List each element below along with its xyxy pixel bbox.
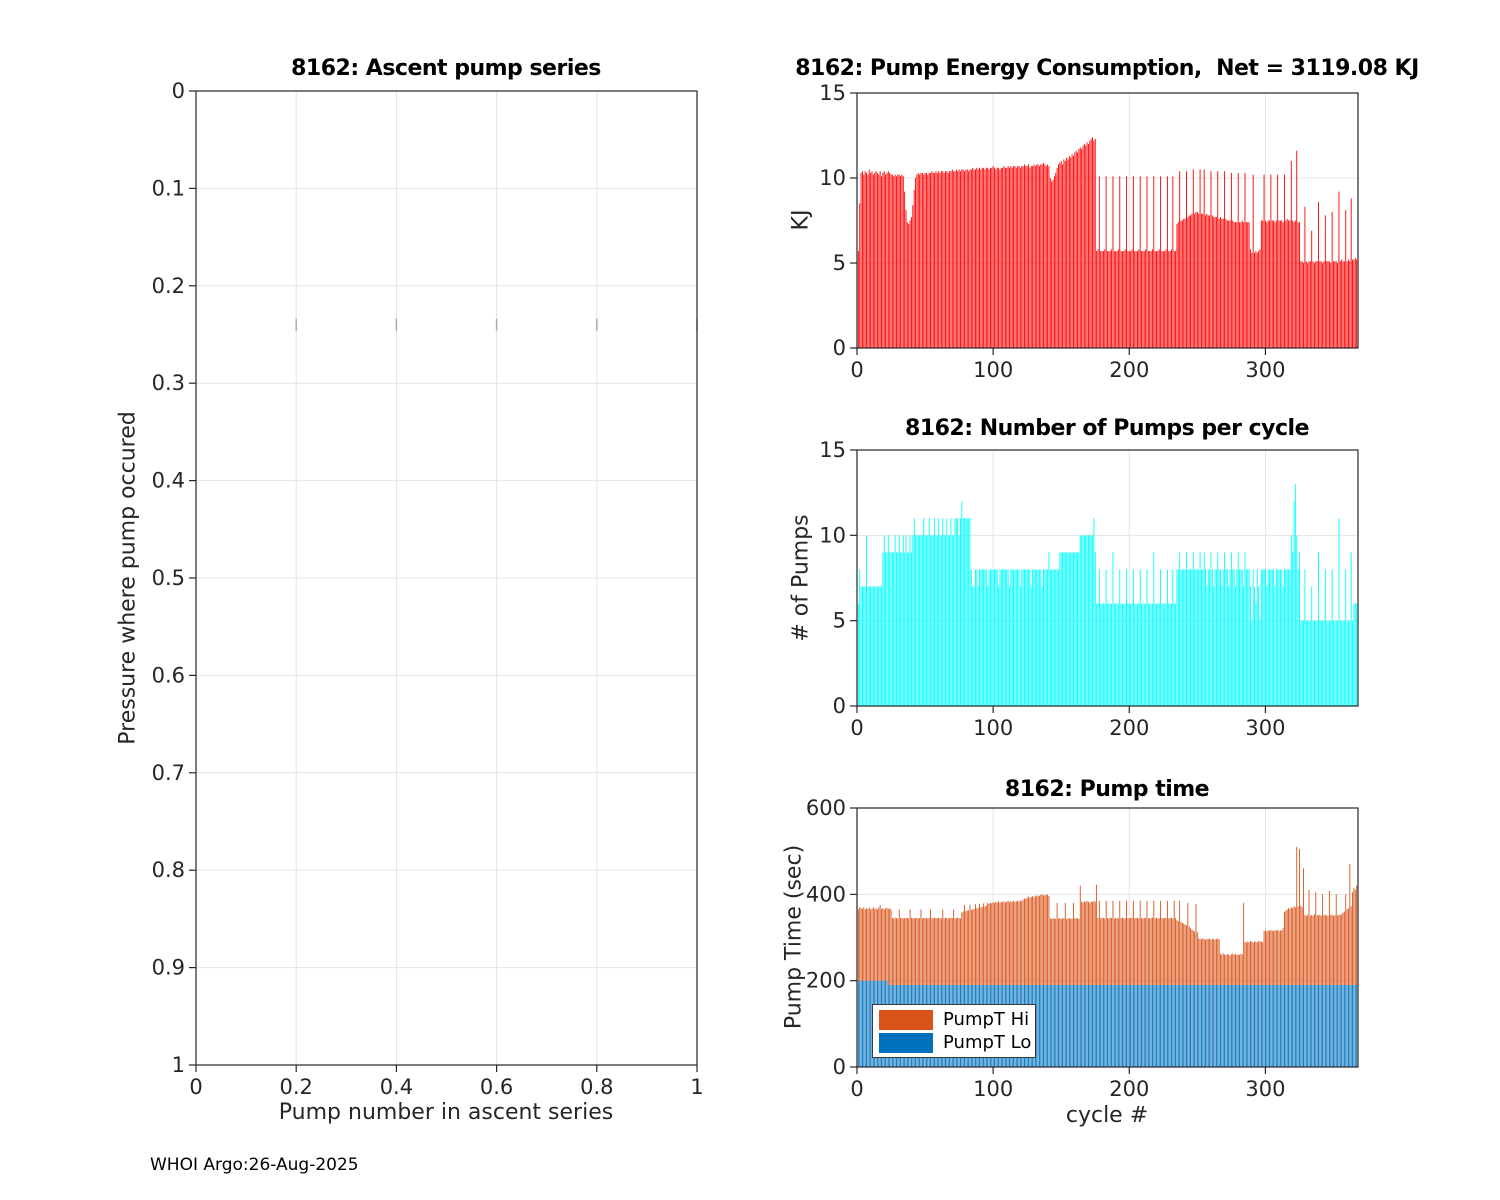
ascent-x-tick-label: 0.4 <box>380 1075 413 1099</box>
time-y-tick-label: 400 <box>806 882 846 906</box>
pumps-x-tick-label: 100 <box>973 716 1013 740</box>
ascent-y-tick-label: 0.3 <box>152 371 185 395</box>
ascent-y-tick-label: 0.6 <box>152 663 185 687</box>
energy-y-axis-label: KJ <box>788 209 814 231</box>
time-x-tick-label: 200 <box>1109 1077 1149 1101</box>
energy-x-tick-label: 0 <box>850 358 863 382</box>
ascent-y-tick-label: 0.2 <box>152 274 185 298</box>
ascent-y-tick-label: 0.5 <box>152 566 185 590</box>
pumps-x-tick-label: 200 <box>1109 716 1149 740</box>
ascent-y-axis-label: Pressure where pump occured <box>115 411 141 745</box>
time-y-tick-label: 200 <box>806 969 846 993</box>
legend-row-pumpt-hi: PumpT Hi <box>879 1009 1029 1030</box>
ascent-chart-title: 8162: Ascent pump series <box>291 56 601 81</box>
chart-energy: 0 100 200 300 0 5 10 15 <box>819 81 1359 382</box>
time-y-tick-label: 0 <box>833 1055 846 1079</box>
chart-ascent: 0 0.2 0.4 0.6 0.8 100.10.20.30.40.50.60.70.80… <box>152 79 704 1099</box>
pumps-y-tick-label: 5 <box>833 609 846 633</box>
energy-x-tick-label: 200 <box>1109 358 1149 382</box>
ascent-x-tick-label: 0.6 <box>480 1075 513 1099</box>
ascent-x-tick-label: 0.2 <box>279 1075 312 1099</box>
figure-footer-stamp: WHOI Argo:26-Aug-2025 <box>150 1155 359 1175</box>
ascent-y-tick-label: 0.4 <box>152 469 185 493</box>
pumps-x-tick-label: 0 <box>850 716 863 740</box>
ascent-x-tick-label: 0 <box>189 1075 202 1099</box>
ascent-x-tick-label: 1 <box>690 1075 703 1099</box>
pumps-y-axis-label: # of Pumps <box>788 514 814 642</box>
legend-row-pumpt-lo: PumpT Lo <box>879 1032 1032 1053</box>
time-y-tick-label: 600 <box>806 796 846 820</box>
pumpt-lo-label: PumpT Lo <box>943 1032 1032 1053</box>
pumps-y-tick-label: 10 <box>819 523 846 547</box>
time-x-tick-label: 300 <box>1245 1077 1285 1101</box>
pumpt-hi-swatch <box>879 1009 933 1030</box>
ascent-y-tick-label: 0 <box>172 79 185 103</box>
time-x-tick-label: 0 <box>850 1077 863 1101</box>
pumps-chart-title: 8162: Number of Pumps per cycle <box>905 416 1309 441</box>
ascent-y-tick-label: 0.1 <box>152 176 185 200</box>
ascent-y-tick-label: 0.8 <box>152 858 185 882</box>
pumptime-y-axis-label: Pump Time (sec) <box>781 844 807 1030</box>
pumpt-lo-swatch <box>879 1032 933 1053</box>
pumps-bars <box>857 484 1358 706</box>
pumptime-x-axis-label: cycle # <box>1065 1103 1149 1128</box>
time-x-tick-label: 100 <box>973 1077 1013 1101</box>
pumpt-hi-label: PumpT Hi <box>943 1009 1030 1030</box>
energy-chart-title: 8162: Pump Energy Consumption, Net = 311… <box>795 56 1419 81</box>
energy-x-tick-label: 300 <box>1245 358 1285 382</box>
energy-bars <box>857 137 1358 348</box>
energy-y-tick-label: 0 <box>833 336 846 360</box>
ascent-x-axis-label: Pump number in ascent series <box>278 1100 614 1125</box>
ascent-y-tick-label: 0.7 <box>152 761 185 785</box>
chart-pumps: 0 100 200 300 0 5 10 15 <box>819 438 1359 740</box>
pumps-y-tick-label: 15 <box>819 438 846 462</box>
ascent-y-tick-label: 1 <box>172 1053 185 1077</box>
energy-y-tick-label: 5 <box>833 251 846 275</box>
pumps-x-tick-label: 300 <box>1245 716 1285 740</box>
ascent-x-tick-label: 0.8 <box>580 1075 613 1099</box>
pumptime-chart-title: 8162: Pump time <box>1004 777 1210 802</box>
energy-y-tick-label: 15 <box>819 81 846 105</box>
energy-y-tick-label: 10 <box>819 166 846 190</box>
ascent-y-tick-label: 0.9 <box>152 956 185 980</box>
pumps-y-tick-label: 0 <box>833 694 846 718</box>
energy-x-tick-label: 100 <box>973 358 1013 382</box>
pumptime-legend: PumpT Hi PumpT Lo <box>872 1004 1036 1058</box>
